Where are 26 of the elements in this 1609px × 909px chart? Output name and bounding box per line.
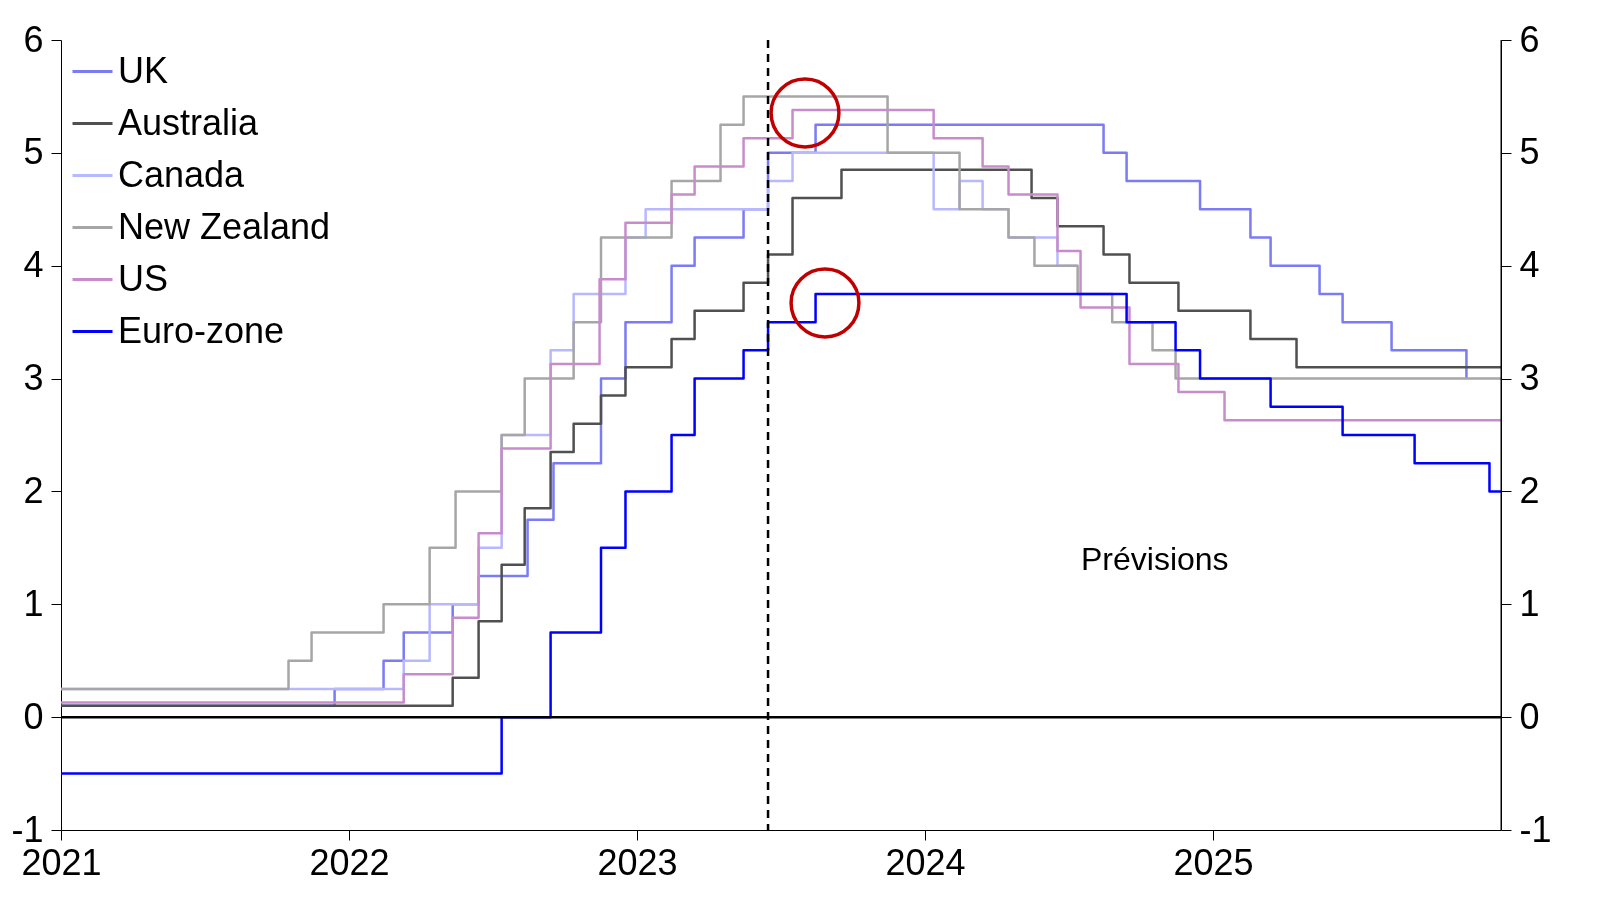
y-tick-label: 5 xyxy=(23,131,44,173)
y-tick-label: 0 xyxy=(23,695,44,737)
legend-label: Euro-zone xyxy=(118,309,285,351)
y2-tick-label: 1 xyxy=(1519,582,1540,624)
y-tick-label: 1 xyxy=(23,582,44,624)
annotation: Prévisions xyxy=(1081,541,1229,577)
x-tick-label: 2022 xyxy=(309,841,390,883)
x-tick-label: 2024 xyxy=(885,841,966,883)
y-tick-label: 6 xyxy=(23,18,44,60)
y2-tick-label: 4 xyxy=(1519,244,1540,286)
x-tick-label: 2025 xyxy=(1173,841,1254,883)
y-tick-label: 2 xyxy=(23,469,44,511)
legend-label: US xyxy=(118,257,169,299)
y2-tick-label: 6 xyxy=(1519,18,1540,60)
y2-tick-label: 5 xyxy=(1519,131,1540,173)
y-tick-label: 4 xyxy=(23,244,44,286)
legend-label: UK xyxy=(118,49,169,91)
legend-label: New Zealand xyxy=(118,205,331,247)
y2-tick-label: 2 xyxy=(1519,469,1540,511)
y2-tick-label: -1 xyxy=(1519,808,1552,850)
legend-label: Australia xyxy=(118,101,260,143)
y2-tick-label: 3 xyxy=(1519,357,1540,399)
x-tick-label: 2023 xyxy=(597,841,678,883)
legend-label: Canada xyxy=(118,153,246,195)
y-tick-label: 3 xyxy=(23,357,44,399)
y2-tick-label: 0 xyxy=(1519,695,1540,737)
